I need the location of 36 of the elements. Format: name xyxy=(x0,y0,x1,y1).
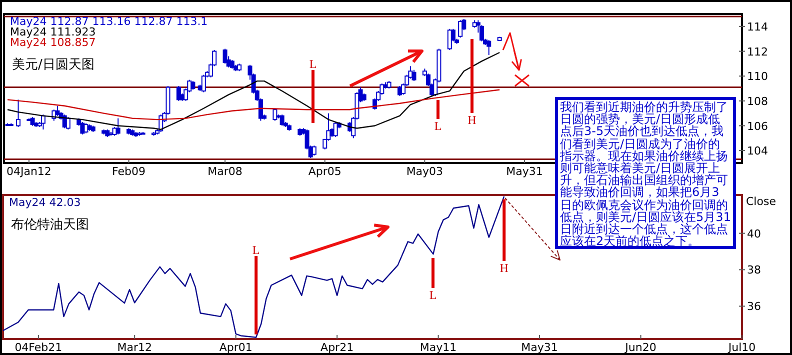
text: May24 111.923 xyxy=(10,26,96,38)
y-tick-label: 112 xyxy=(747,45,768,58)
annotation: L xyxy=(434,119,442,133)
x-tick-label: May03 xyxy=(406,165,444,178)
y-tick-label: 38 xyxy=(747,264,761,277)
text: May24 112.87 113.16 112.87 113.1 xyxy=(10,15,208,28)
y-tick-label: 36 xyxy=(747,300,761,314)
x-tick-label: 04Jan12 xyxy=(6,165,52,178)
y-axis-title: Close xyxy=(746,195,776,208)
text: May24 42.03 xyxy=(9,196,81,209)
text: 美元/日圆天图 xyxy=(12,56,94,72)
y-tick-label: 104 xyxy=(747,144,768,158)
text: May24 108.857 xyxy=(10,36,96,49)
y-tick-label: 114 xyxy=(747,20,768,34)
x-tick-label: May31 xyxy=(521,341,558,354)
annotation: H xyxy=(468,113,477,127)
x-tick-label: Mar12 xyxy=(117,341,152,354)
y-tick-label: 110 xyxy=(747,70,768,84)
annotation: L xyxy=(309,57,317,71)
x-tick-label: Apr21 xyxy=(320,341,354,354)
text: 布伦特油天图 xyxy=(11,218,89,232)
y-tick-label: 106 xyxy=(747,120,768,133)
annotation: L xyxy=(252,243,260,257)
x-tick-label: Jul10 xyxy=(727,341,756,354)
x-tick-label: May31 xyxy=(506,165,543,178)
x-tick-label: Apr01 xyxy=(219,341,252,354)
annotation: H xyxy=(500,261,509,275)
y-tick-label: 108 xyxy=(747,94,768,108)
x-tick-label: 04Feb21 xyxy=(14,341,62,354)
x-tick-label: Mar08 xyxy=(208,165,242,178)
annotation: L xyxy=(429,288,437,302)
y-tick-label: 40 xyxy=(747,227,761,240)
x-tick-label: Apr05 xyxy=(308,165,342,178)
x-tick-label: Jun20 xyxy=(624,341,656,354)
x-tick-label: Feb09 xyxy=(112,165,146,178)
x-tick-label: May11 xyxy=(420,341,457,354)
